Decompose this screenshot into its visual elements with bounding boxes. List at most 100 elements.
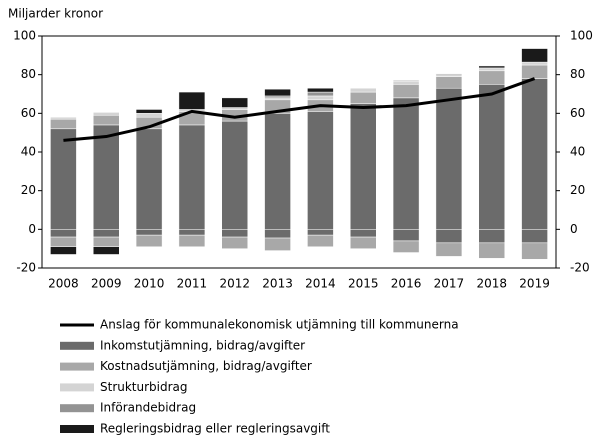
bar-segment — [264, 113, 291, 230]
bar-segment-negative — [178, 229, 206, 236]
bar-segment-negative — [478, 242, 505, 259]
x-tick-label: 2010 — [134, 277, 165, 291]
y2-tick-label: 60 — [570, 106, 585, 120]
x-tick-label: 2009 — [91, 277, 122, 291]
x-tick-label: 2015 — [348, 277, 379, 291]
bar-segment — [135, 113, 163, 118]
y2-tick-label: 40 — [570, 145, 585, 159]
legend-swatch — [60, 404, 94, 413]
bar-segment — [93, 112, 120, 116]
legend-label: Strukturbidrag — [100, 380, 188, 394]
x-tick-label: 2008 — [48, 277, 79, 291]
bar-segment — [221, 97, 248, 108]
bar-segment — [350, 91, 377, 104]
bar-segment — [264, 88, 291, 97]
bar-segment — [435, 74, 463, 77]
legend-swatch — [60, 362, 94, 371]
bar-segment-negative — [478, 229, 505, 244]
legend-label: Införandebidrag — [100, 401, 196, 415]
bar-segment — [264, 95, 291, 99]
bar-segment-negative — [435, 242, 463, 257]
bar-segment — [307, 91, 334, 97]
bar-segment — [307, 111, 334, 230]
bar-segment — [435, 73, 463, 75]
bar-segment — [435, 87, 463, 230]
bar-segment — [478, 67, 505, 72]
bar-segment-negative — [350, 229, 377, 238]
bar-segment-negative — [264, 237, 291, 251]
bar-segment — [135, 128, 163, 230]
bar-segment-negative — [435, 229, 463, 244]
y-tick-label: -20 — [16, 261, 36, 275]
bar-segment — [50, 116, 77, 120]
bar-segment-negative — [93, 246, 120, 255]
y-tick-label: 80 — [21, 67, 36, 81]
bar-segment-negative — [350, 236, 377, 249]
bar-segment-negative — [521, 242, 548, 260]
y2-tick-label: 80 — [570, 67, 585, 81]
bar-segment — [93, 124, 120, 230]
bar-segment — [435, 76, 463, 89]
bar-segment — [178, 91, 206, 110]
bar-segment — [178, 124, 206, 230]
bar-segment — [135, 109, 163, 114]
legend-swatch — [60, 341, 94, 350]
y-tick-label: 40 — [21, 145, 36, 159]
bar-segment — [478, 70, 505, 85]
bar-segment-negative — [50, 236, 77, 247]
bar-segment — [350, 87, 377, 93]
y-tick-label: 60 — [21, 106, 36, 120]
legend-swatch — [60, 383, 94, 392]
bar-segment — [307, 95, 334, 101]
bar-segment — [221, 120, 248, 230]
x-tick-label: 2017 — [434, 277, 465, 291]
x-tick-label: 2018 — [476, 277, 507, 291]
bar-segment-negative — [135, 229, 163, 236]
bar-segment-negative — [264, 229, 291, 239]
bar-segment-negative — [178, 234, 206, 247]
bar-segment — [392, 97, 420, 230]
y-axis-label: Miljarder kronor — [8, 7, 103, 21]
bar-segment — [521, 48, 548, 63]
bar-segment-negative — [307, 234, 334, 247]
bar-segment — [478, 84, 505, 230]
y-tick-label: 100 — [13, 29, 36, 43]
bar-segment — [50, 118, 77, 130]
bar-segment — [307, 87, 334, 93]
bar-segment-negative — [93, 236, 120, 247]
y2-tick-label: -20 — [570, 261, 590, 275]
x-tick-label: 2016 — [391, 277, 422, 291]
x-tick-label: 2019 — [519, 277, 550, 291]
bar-segment-negative — [93, 229, 120, 238]
bar-segment — [392, 81, 420, 85]
bar-segment-negative — [307, 229, 334, 236]
bar-segment — [221, 107, 248, 110]
bar-segment-negative — [50, 246, 77, 255]
bar-segment — [392, 80, 420, 82]
bar-segment-negative — [50, 229, 77, 238]
bar-segment-negative — [221, 229, 248, 238]
bar-segment — [521, 61, 548, 66]
bar-segment-negative — [221, 236, 248, 249]
x-tick-label: 2011 — [177, 277, 208, 291]
bar-segment-negative — [392, 240, 420, 253]
bar-segment — [50, 128, 77, 230]
line-series — [63, 77, 536, 142]
y2-tick-label: 0 — [570, 222, 578, 236]
legend-label: Anslag för kommunalekonomisk utjämning t… — [100, 318, 459, 332]
bar-segment — [350, 103, 377, 230]
y2-tick-label: 100 — [570, 29, 593, 43]
bar-segment — [478, 65, 505, 69]
bar-segment-negative — [521, 229, 548, 244]
y-tick-label: 20 — [21, 183, 36, 197]
bar-segment — [521, 78, 548, 230]
legend-label: Kostnadsutjämning, bidrag/avgifter — [100, 359, 312, 373]
bar-segment-negative — [135, 234, 163, 247]
bar-segment — [521, 64, 548, 79]
y2-tick-label: 20 — [570, 183, 585, 197]
bar-segment-negative — [392, 229, 420, 242]
bar-segment — [392, 84, 420, 99]
bar-segment — [264, 97, 291, 101]
x-tick-label: 2014 — [305, 277, 336, 291]
